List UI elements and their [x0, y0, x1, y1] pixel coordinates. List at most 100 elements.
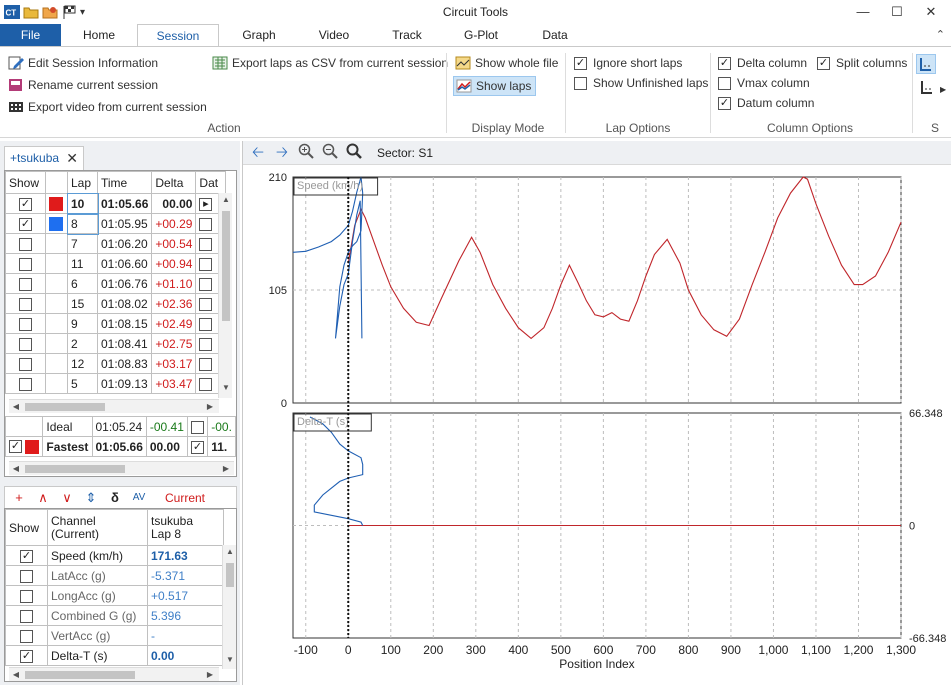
qa-dropdown-icon[interactable]: ▾	[80, 6, 86, 18]
checkbox-unchecked[interactable]	[199, 317, 213, 331]
lap-row[interactable]: 12 01:08.83 +03.17	[5, 353, 227, 374]
channel-row[interactable]: VertAcc (g) -	[5, 625, 224, 646]
tab-graph[interactable]: Graph	[242, 28, 276, 42]
tab-track[interactable]: Track	[392, 28, 422, 42]
channel-show-cell[interactable]	[5, 565, 48, 586]
datum-selected-icon[interactable]: ▸	[199, 197, 213, 211]
lap-color-swatch[interactable]	[49, 196, 63, 211]
ignore-short-laps-checkbox[interactable]: ✓ Ignore short laps	[574, 56, 682, 70]
ideal-row[interactable]: Ideal 01:05.24 -00.41 -00.	[5, 416, 236, 437]
lap-show-cell[interactable]	[5, 293, 46, 314]
col-show[interactable]: Show	[5, 509, 48, 546]
channel-row[interactable]: ✓ Speed (km/h) 171.63	[5, 545, 224, 566]
checkbox-unchecked[interactable]	[20, 629, 33, 643]
scroll-up-icon[interactable]: ▲	[226, 547, 234, 556]
channel-show-cell[interactable]	[5, 585, 48, 606]
channel-row[interactable]: LatAcc (g) -5.371	[5, 565, 224, 586]
lap-row[interactable]: 9 01:08.15 +02.49	[5, 313, 227, 334]
chart[interactable]: 210 105 0 Speed (km/h) 66.348 0 -66.348 Delta-T…	[243, 165, 951, 685]
scroll-thumb[interactable]	[25, 403, 105, 411]
scroll-down-icon[interactable]: ▼	[226, 655, 234, 664]
scroll-thumb[interactable]	[226, 563, 234, 587]
col-time[interactable]: Time	[96, 171, 153, 194]
view-mode-button-2[interactable]	[918, 78, 936, 96]
search-icon[interactable]	[343, 143, 365, 163]
channel-show-cell[interactable]	[5, 625, 48, 646]
channel-show-cell[interactable]: ✓	[5, 545, 48, 566]
lap-color-cell[interactable]	[45, 333, 68, 354]
lap-show-cell[interactable]	[5, 353, 46, 374]
vmax-column-checkbox[interactable]: Vmax column	[718, 76, 810, 90]
lap-row[interactable]: 5 01:09.13 +03.47	[5, 373, 227, 394]
minimize-button[interactable]: —	[856, 4, 870, 19]
checkbox-unchecked[interactable]	[199, 377, 213, 391]
scroll-thumb[interactable]	[25, 671, 135, 679]
checkbox-unchecked[interactable]	[190, 420, 204, 434]
tab-session[interactable]: Session	[137, 24, 219, 47]
checkbox-unchecked[interactable]	[19, 257, 32, 271]
lap-color-cell[interactable]	[45, 233, 68, 254]
channel-show-cell[interactable]: ✓	[5, 645, 48, 666]
export-csv-button[interactable]: Export laps as CSV from current session	[212, 56, 448, 70]
checkbox-unchecked[interactable]	[199, 217, 213, 231]
col-lap-value[interactable]: tsukuba Lap 8	[147, 509, 224, 546]
col-lap[interactable]: Lap	[67, 171, 98, 194]
scroll-right-icon[interactable]: ▶	[206, 670, 214, 679]
ideal-checkbox-cell[interactable]	[186, 416, 209, 437]
view-mode-button[interactable]	[916, 54, 936, 74]
tab-file[interactable]: File	[0, 24, 61, 46]
checkbox-unchecked[interactable]	[199, 357, 213, 371]
scroll-left-icon[interactable]: ◀	[12, 402, 20, 411]
ribbon-scroll-right-icon[interactable]: ▶	[940, 85, 947, 94]
show-laps-button[interactable]: Show laps	[453, 76, 537, 96]
checkbox-unchecked[interactable]	[199, 237, 213, 251]
scroll-up-icon[interactable]: ▲	[222, 195, 230, 204]
add-channel-icon[interactable]: +	[15, 490, 23, 505]
lap-show-cell[interactable]: ✓	[5, 193, 46, 214]
lap-show-cell[interactable]	[5, 333, 46, 354]
lap-show-cell[interactable]	[5, 313, 46, 334]
checkbox-unchecked[interactable]	[19, 337, 32, 351]
scroll-thumb[interactable]	[25, 465, 125, 473]
channel-row[interactable]: LongAcc (g) +0.517	[5, 585, 224, 606]
scroll-right-icon[interactable]: ▶	[206, 402, 214, 411]
lap-row[interactable]: 15 01:08.02 +02.36	[5, 293, 227, 314]
scroll-left-icon[interactable]: ◀	[12, 464, 20, 473]
close-button[interactable]: ✕	[925, 4, 937, 19]
checkbox-unchecked[interactable]	[20, 569, 33, 583]
show-unfinished-laps-checkbox[interactable]: Show Unfinished laps	[574, 76, 708, 90]
current-mode-label[interactable]: Current	[165, 491, 206, 505]
checkbox-unchecked[interactable]	[199, 277, 213, 291]
tab-home[interactable]: Home	[82, 28, 115, 42]
channel-table-hscroll[interactable]: ◀ ▶	[9, 667, 219, 681]
checkbox-unchecked[interactable]	[19, 357, 32, 371]
lap-color-cell[interactable]	[45, 253, 68, 274]
lap-show-cell[interactable]	[5, 253, 46, 274]
col-show[interactable]: Show	[5, 171, 46, 194]
fastest-row[interactable]: ✓ Fastest 01:05.66 00.00 ✓ 11.	[5, 436, 236, 457]
zoom-in-icon[interactable]	[295, 143, 317, 163]
tab-data[interactable]: Data	[542, 28, 568, 42]
lap-color-cell[interactable]	[45, 293, 68, 314]
col-color[interactable]	[45, 171, 68, 194]
lap-row[interactable]: 11 01:06.60 +00.94	[5, 253, 227, 274]
edit-session-button[interactable]: Edit Session Information	[8, 56, 158, 70]
series-line-0-1[interactable]	[292, 176, 364, 339]
lap-show-cell[interactable]	[5, 373, 46, 394]
checkbox-unchecked[interactable]	[19, 237, 32, 251]
lap-show-cell[interactable]	[5, 273, 46, 294]
lap-show-cell[interactable]	[5, 233, 46, 254]
rename-session-button[interactable]: Rename current session	[8, 78, 158, 92]
peak-min-icon[interactable]: ∨	[62, 490, 72, 505]
checkbox-checked[interactable]: ✓	[9, 440, 22, 454]
lap-color-swatch[interactable]	[49, 216, 63, 231]
lap-table-hscroll[interactable]: ◀ ▶	[9, 399, 219, 413]
checkbox-checked[interactable]: ✓	[19, 197, 32, 211]
col-channel[interactable]: Channel (Current)	[47, 509, 148, 546]
split-columns-checkbox[interactable]: ✓ Split columns	[817, 56, 907, 70]
lap-row[interactable]: ✓ 10 01:05.66 00.00 ▸	[5, 192, 227, 215]
lap-table-vscroll[interactable]: ▲ ▼	[218, 193, 232, 398]
close-icon[interactable]: ✕	[66, 150, 78, 166]
fastest-checkbox-cell[interactable]: ✓	[186, 436, 209, 457]
lap-show-cell[interactable]: ✓	[5, 213, 46, 234]
